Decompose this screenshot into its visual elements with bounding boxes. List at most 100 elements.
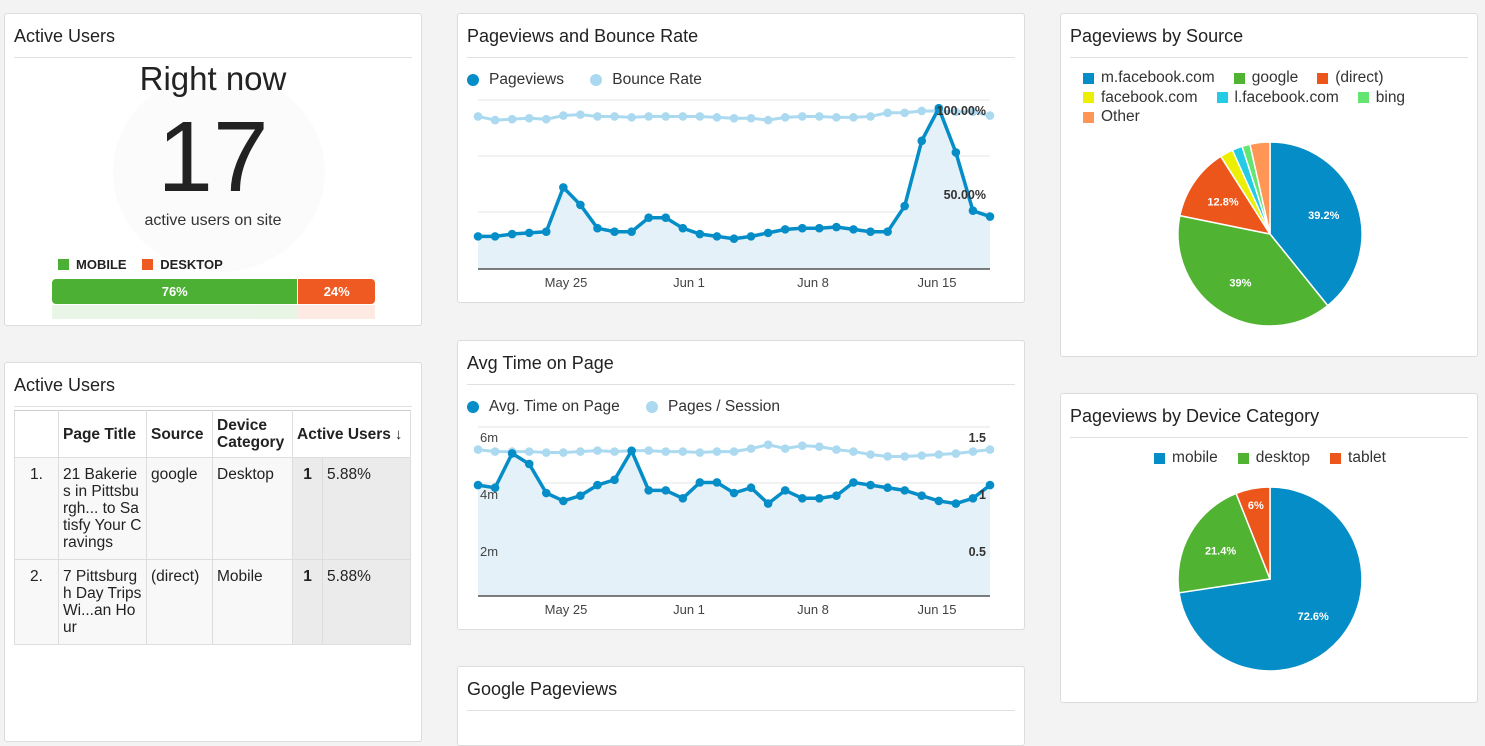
legend-label: bing [1375, 88, 1406, 106]
data-point [729, 488, 739, 498]
data-point [593, 112, 602, 121]
data-point [695, 478, 705, 487]
data-point [797, 441, 807, 450]
page-title-cell[interactable]: 21 Bakeries in Pittsburgh... to Satisfy … [58, 457, 147, 560]
device-cell: Desktop [212, 457, 293, 560]
data-point [541, 114, 551, 124]
right-axis-label: 1 [979, 488, 986, 502]
data-point [610, 227, 619, 237]
column-header-device-category[interactable]: Device Category [212, 410, 293, 458]
data-point [661, 486, 671, 495]
arrow-down-icon[interactable]: ↓ [394, 425, 403, 443]
pie-slice [1178, 155, 1272, 236]
data-point [576, 110, 585, 119]
row-index: 2. [14, 559, 59, 645]
legend-label: DESKTOP [160, 257, 223, 272]
data-point [712, 113, 722, 122]
active-users-pct-cell: 5.88% [321, 457, 412, 560]
legend-item[interactable]: Other [1083, 108, 1140, 126]
pie-legend: m.facebook.com google (direct) facebook.com… [1083, 69, 1463, 128]
legend-swatch [1154, 452, 1166, 464]
data-point [490, 447, 500, 456]
legend-item[interactable]: l.facebook.com [1216, 89, 1339, 107]
column-header-source[interactable]: Source [146, 410, 213, 458]
legend-item[interactable]: bing [1357, 88, 1406, 107]
device-pie-chart[interactable]: 72.6% 21.4% 6% [1061, 394, 1478, 703]
data-point [524, 447, 534, 456]
pie-slice [1249, 141, 1271, 235]
legend-label: (direct) [1335, 69, 1384, 86]
data-point [559, 448, 568, 457]
legend-label: m.facebook.com [1101, 69, 1215, 86]
x-tick-label: Jun 8 [797, 602, 829, 617]
data-point [900, 486, 909, 495]
data-point [968, 447, 978, 456]
data-point [678, 493, 688, 503]
data-point [627, 446, 636, 456]
data-point [917, 451, 927, 460]
legend-item-mobile: MOBILE [58, 257, 127, 272]
data-point [883, 108, 892, 118]
data-point [917, 136, 927, 146]
data-point [917, 106, 927, 116]
legend-item[interactable]: m.facebook.com [1083, 69, 1215, 87]
right-axis-label: 50.00% [944, 188, 986, 202]
chart-legend: Pageviews Bounce Rate [467, 71, 724, 91]
legend-item-desktop: DESKTOP [142, 257, 223, 272]
data-point [746, 444, 756, 453]
active-users-cell: 1 [292, 457, 323, 560]
data-point [968, 493, 978, 503]
legend-swatch [1216, 92, 1228, 103]
legend-item[interactable]: desktop [1237, 449, 1311, 467]
device-cell: Mobile [212, 559, 293, 645]
x-tick-label: May 25 [545, 275, 588, 290]
legend-item-pages-session[interactable]: Pages / Session [646, 398, 780, 416]
source-pie-chart[interactable]: 39.2% 39% 12.8% [1061, 14, 1478, 357]
data-point [849, 225, 858, 234]
data-point [644, 112, 653, 121]
column-header-active-users[interactable]: Active Users ↓ [291, 410, 412, 458]
pageviews-bounce-chart[interactable]: May 25 Jun 1 Jun 8 Jun 15 100.00% 50.00% [458, 14, 1025, 303]
data-point [507, 449, 517, 458]
data-point [815, 112, 824, 121]
legend-item[interactable]: google [1233, 69, 1299, 87]
data-point [849, 447, 858, 456]
data-point [661, 447, 671, 456]
column-header-page-title[interactable]: Page Title [58, 410, 147, 458]
column-header-index [14, 410, 59, 458]
data-point [883, 452, 892, 461]
legend-label: desktop [1255, 449, 1311, 466]
table-row: 2. 7 Pittsburgh Day Trips Wi...an Hour (… [14, 559, 412, 645]
data-point [797, 223, 807, 233]
data-point [917, 491, 927, 500]
data-point [490, 232, 500, 241]
legend-item[interactable]: facebook.com [1083, 89, 1198, 107]
source-cell: (direct) [146, 559, 213, 645]
data-point [815, 442, 824, 451]
pie-slice [1235, 486, 1271, 580]
card-title: Avg Time on Page [467, 353, 1015, 385]
active-users-pct-cell: 5.88% [321, 559, 412, 645]
legend-item-pageviews[interactable]: Pageviews [467, 71, 564, 89]
active-users-count: 17 [157, 101, 269, 213]
data-point [610, 112, 619, 121]
legend-label: facebook.com [1101, 88, 1198, 106]
legend-item[interactable]: mobile [1154, 449, 1218, 467]
pie-legend: mobile desktop tablet [1061, 449, 1477, 469]
realtime-circle [113, 72, 325, 272]
legend-item-avg-time[interactable]: Avg. Time on Page [467, 398, 620, 416]
page-title-cell[interactable]: 7 Pittsburgh Day Trips Wi...an Hour [58, 559, 147, 645]
data-point [780, 225, 790, 234]
avg-time-chart[interactable]: May 25 Jun 1 Jun 8 Jun 15 1.5 1 0.5 6m 4m 2m [458, 341, 1025, 630]
device-share-segment: 76% [52, 279, 298, 304]
legend-item-bounce-rate[interactable]: Bounce Rate [590, 71, 702, 89]
data-point [593, 223, 602, 233]
data-point [644, 446, 653, 455]
pageviews-bounce-card: Pageviews and Bounce Rate Pageviews Boun… [457, 13, 1025, 303]
legend-label: google [1251, 69, 1299, 86]
legend-item[interactable]: tablet [1330, 449, 1386, 467]
legend-swatch [1083, 92, 1094, 103]
active-users-realtime-card: Active Users Right now 17 active users o… [4, 13, 422, 326]
data-point [473, 445, 483, 454]
legend-item[interactable]: (direct) [1317, 69, 1384, 87]
